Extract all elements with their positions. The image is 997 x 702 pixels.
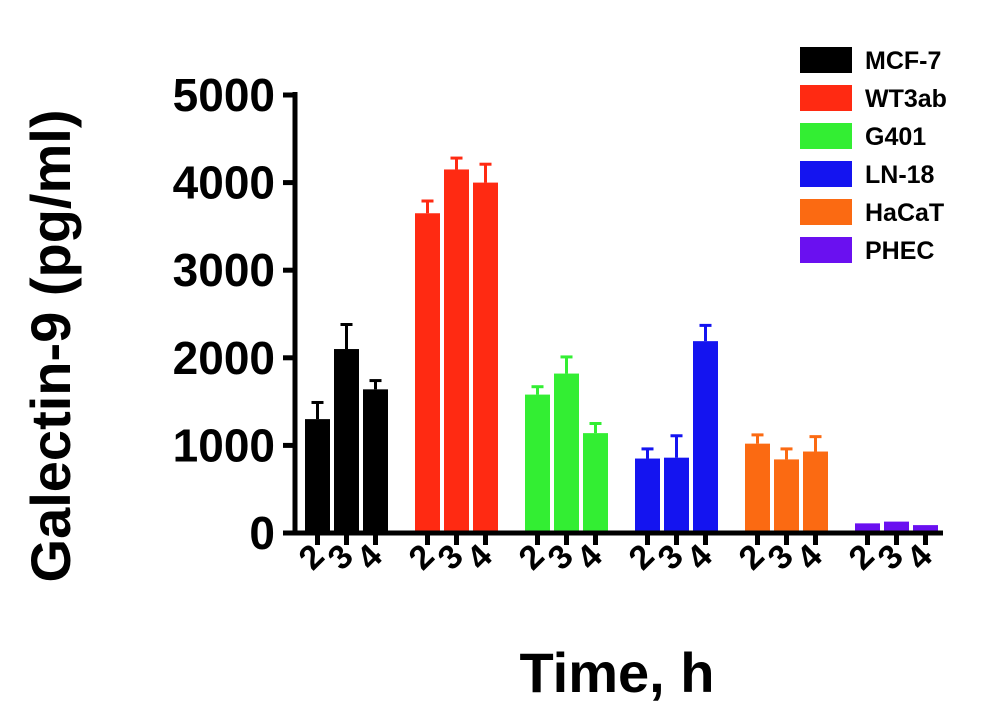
bar <box>745 443 770 533</box>
x-tick-label: 3 <box>651 537 691 577</box>
legend-label: HaCaT <box>865 199 944 227</box>
legend-label: WT3ab <box>865 85 947 113</box>
bar <box>693 341 718 533</box>
legend: MCF-7 WT3ab G401 LN-18 HaCaT PHEC <box>800 47 947 265</box>
y-axis: 0 1000 2000 3000 4000 5000 <box>173 69 298 559</box>
x-tick-label: 2 <box>732 537 772 577</box>
legend-swatch <box>800 47 852 73</box>
y-tick-label: 4000 <box>173 157 275 209</box>
x-axis-title: Time, h <box>519 641 714 702</box>
y-tick-label: 1000 <box>173 419 275 471</box>
x-tick-label: 4 <box>350 537 390 577</box>
bar <box>444 169 469 533</box>
x-tick-label: 3 <box>761 537 801 577</box>
x-tick-label: 2 <box>512 537 552 577</box>
x-tick-label: 2 <box>402 537 442 577</box>
bar <box>884 521 909 533</box>
legend-swatch <box>800 199 852 225</box>
legend-swatch <box>800 161 852 187</box>
legend-swatch <box>800 123 852 149</box>
legend-item: LN-18 <box>800 161 935 189</box>
bar <box>415 213 440 533</box>
x-tick-label: 2 <box>292 537 332 577</box>
legend-label: LN-18 <box>865 161 935 189</box>
x-tick-label: 3 <box>541 537 581 577</box>
bar <box>363 389 388 533</box>
bar <box>635 458 660 533</box>
x-tick-label: 4 <box>570 537 610 577</box>
y-tick-label: 5000 <box>173 69 275 121</box>
x-tick-label: 4 <box>790 537 830 577</box>
legend-label: MCF-7 <box>865 47 941 75</box>
legend-swatch <box>800 85 852 111</box>
plot-area <box>305 156 938 533</box>
y-tick-label: 2000 <box>173 332 275 384</box>
series-hacat <box>745 433 828 533</box>
bar <box>554 373 579 533</box>
series-ln-18 <box>635 323 718 533</box>
legend-item: WT3ab <box>800 85 947 113</box>
series-mcf-7 <box>305 323 388 533</box>
legend-item: HaCaT <box>800 199 944 227</box>
series-wt3ab <box>415 156 498 533</box>
bar <box>583 433 608 533</box>
x-tick-label: 3 <box>321 537 361 577</box>
legend-label: G401 <box>865 123 926 151</box>
x-tick-label: 4 <box>460 537 500 577</box>
x-tick-label: 3 <box>871 537 911 577</box>
legend-item: PHEC <box>800 237 934 265</box>
legend-swatch <box>800 237 852 263</box>
y-tick-label: 3000 <box>173 244 275 296</box>
x-tick-label: 2 <box>622 537 662 577</box>
bar <box>525 394 550 533</box>
bar <box>334 349 359 533</box>
x-axis: 234 234 234 234 234 234 <box>292 530 943 577</box>
bar <box>855 523 880 533</box>
x-tick-label: 2 <box>842 537 882 577</box>
x-tick-label: 4 <box>900 537 940 577</box>
y-axis-title: Galectin-9 (pg/ml) <box>19 110 82 583</box>
bar <box>803 451 828 533</box>
bar <box>664 457 689 533</box>
x-tick-label: 4 <box>680 537 720 577</box>
legend-label: PHEC <box>865 237 934 265</box>
series-phec <box>855 521 938 533</box>
bar <box>913 525 938 533</box>
legend-item: G401 <box>800 123 926 151</box>
bar <box>305 419 330 533</box>
legend-item: MCF-7 <box>800 47 941 75</box>
bar <box>774 459 799 533</box>
bar <box>473 182 498 533</box>
x-tick-label: 3 <box>431 537 471 577</box>
y-tick-label: 0 <box>249 507 275 559</box>
series-g401 <box>525 355 608 533</box>
